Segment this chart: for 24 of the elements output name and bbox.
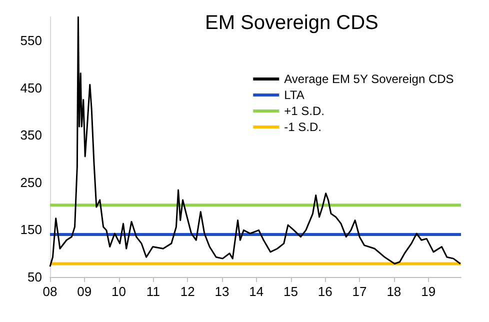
- line-series: [49, 16, 462, 268]
- x-tick-label: 17: [352, 284, 367, 299]
- x-tick-label: 12: [180, 284, 195, 299]
- y-tick-label: 350: [20, 128, 42, 143]
- legend-label: -1 S.D.: [284, 120, 322, 134]
- x-tick-label: 19: [421, 284, 436, 299]
- y-tick-label: 250: [20, 174, 42, 190]
- chart-title: EM Sovereign CDS: [205, 12, 378, 34]
- legend-label: Average EM 5Y Sovereign CDS: [284, 72, 454, 86]
- legend-label: LTA: [284, 88, 304, 102]
- x-tick-label: 09: [77, 284, 92, 299]
- x-tick-label: 11: [146, 284, 160, 299]
- x-tick-label: 18: [386, 284, 402, 299]
- x-tick-label: 15: [284, 284, 298, 299]
- y-tick-label: 150: [20, 222, 42, 238]
- y-tick-label: 50: [28, 270, 42, 284]
- x-tick-label: 14: [249, 284, 264, 299]
- x-tick-label: 13: [214, 284, 230, 299]
- y-tick-label: 450: [20, 80, 42, 96]
- y-tick-label: 550: [20, 33, 42, 48]
- x-tick-label: 10: [112, 284, 126, 299]
- legend-label: +1 S.D.: [284, 104, 324, 118]
- x-tick-label: 08: [42, 284, 58, 299]
- x-tick-label: 16: [318, 284, 332, 299]
